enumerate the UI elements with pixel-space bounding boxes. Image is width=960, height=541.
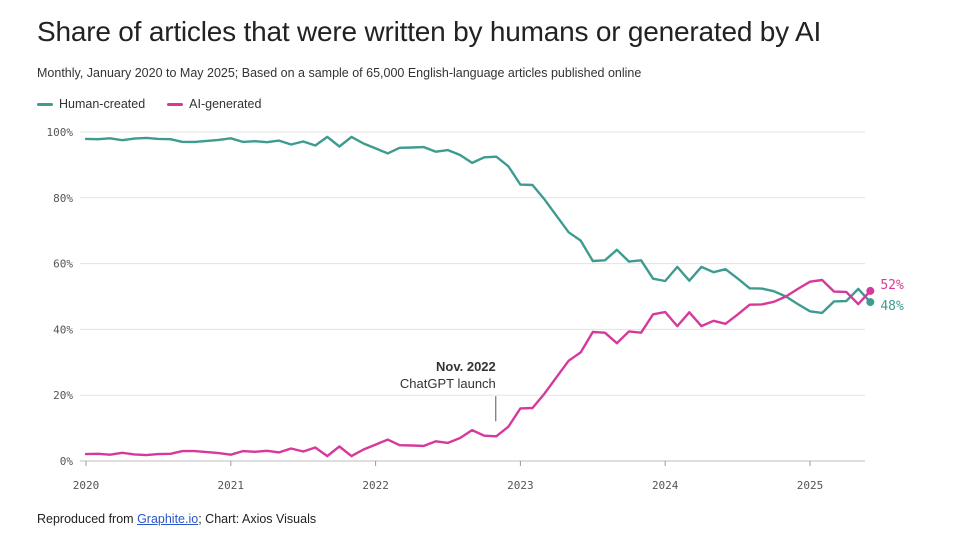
y-tick-label: 100%	[47, 126, 74, 139]
legend-swatch-human	[37, 102, 53, 106]
y-tick-label: 40%	[53, 323, 73, 336]
x-tick-label: 2024	[652, 479, 679, 492]
source-link[interactable]: Graphite.io	[137, 512, 199, 526]
source-footer: Reproduced from Graphite.io; Chart: Axio…	[37, 512, 316, 526]
annotation-title: Nov. 2022	[436, 359, 496, 374]
chart-subtitle: Monthly, January 2020 to May 2025; Based…	[37, 66, 642, 80]
legend: Human-created AI-generated	[37, 97, 261, 111]
y-tick-label: 0%	[60, 455, 74, 468]
annotation-text: ChatGPT launch	[400, 376, 496, 391]
legend-swatch-ai	[167, 102, 184, 106]
x-tick-label: 2022	[362, 479, 389, 492]
y-tick-label: 80%	[53, 192, 73, 205]
y-tick-label: 20%	[53, 389, 73, 402]
series-end-label-ai: 52%	[880, 278, 904, 293]
legend-item-ai: AI-generated	[167, 97, 261, 111]
x-tick-label: 2023	[507, 479, 534, 492]
series-end-dot-human	[866, 298, 875, 307]
series-line-ai	[84, 278, 872, 458]
x-tick-label: 2021	[218, 479, 245, 492]
x-tick-label: 2020	[73, 479, 100, 492]
y-tick-label: 60%	[53, 258, 73, 271]
series-line-human	[84, 135, 872, 315]
legend-item-human: Human-created	[37, 97, 145, 111]
legend-label-ai: AI-generated	[189, 97, 262, 111]
footer-prefix: Reproduced from	[37, 512, 138, 526]
legend-label-human: Human-created	[59, 97, 146, 111]
series-end-dot-ai	[866, 286, 875, 295]
x-tick-label: 2025	[797, 479, 824, 492]
series-end-label-human: 48%	[880, 299, 904, 314]
chart-title: Share of articles that were written by h…	[37, 16, 822, 47]
footer-suffix: ; Chart: Axios Visuals	[198, 512, 317, 526]
